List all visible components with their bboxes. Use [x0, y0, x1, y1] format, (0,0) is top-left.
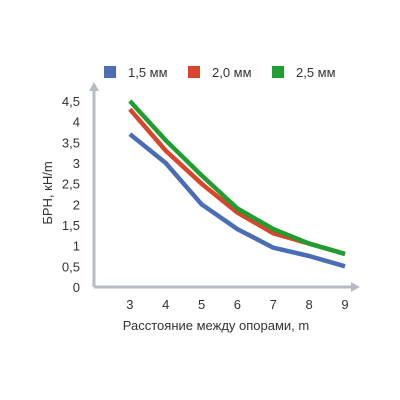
legend-label: 1,5 мм [128, 65, 168, 80]
y-tick-label: 0 [73, 280, 80, 295]
x-tick-label: 3 [126, 297, 133, 312]
y-tick-label: 4,5 [62, 94, 80, 109]
x-tick-label: 7 [270, 297, 277, 312]
y-tick-label: 3 [73, 156, 80, 171]
y-tick-label: 0,5 [62, 259, 80, 274]
legend-swatch [188, 66, 200, 78]
axes: 0 0,5 1 1,5 2 2,5 3 3,5 4 4,5 3 4 5 6 7 8 9 [62, 82, 360, 312]
y-tick-label: 1,5 [62, 218, 80, 233]
y-tick-label: 1 [73, 239, 80, 254]
x-tick-label: 6 [234, 297, 241, 312]
y-axis-arrow [89, 82, 99, 91]
y-tick-label: 3,5 [62, 135, 80, 150]
y-axis-label: БРН, кН/m [40, 161, 55, 224]
y-tick-label: 2 [73, 197, 80, 212]
legend-swatch [104, 66, 116, 78]
y-tick-label: 2,5 [62, 177, 80, 192]
x-axis-label: Расстояние между опорами, m [123, 318, 309, 333]
series-line [128, 107, 346, 257]
series-line [128, 132, 346, 269]
x-axis-arrow [351, 282, 360, 292]
legend-label: 2,0 мм [212, 65, 252, 80]
legend-label: 2,5 мм [296, 65, 336, 80]
series-line [128, 99, 346, 257]
x-tick-label: 9 [341, 297, 348, 312]
series-lines [128, 99, 346, 269]
legend: 1,5 мм 2,0 мм 2,5 мм [104, 65, 336, 80]
x-tick-label: 4 [162, 297, 169, 312]
x-tick-label: 5 [198, 297, 205, 312]
y-tick-label: 4 [73, 115, 80, 130]
x-tick-label: 8 [306, 297, 313, 312]
legend-swatch [272, 66, 284, 78]
